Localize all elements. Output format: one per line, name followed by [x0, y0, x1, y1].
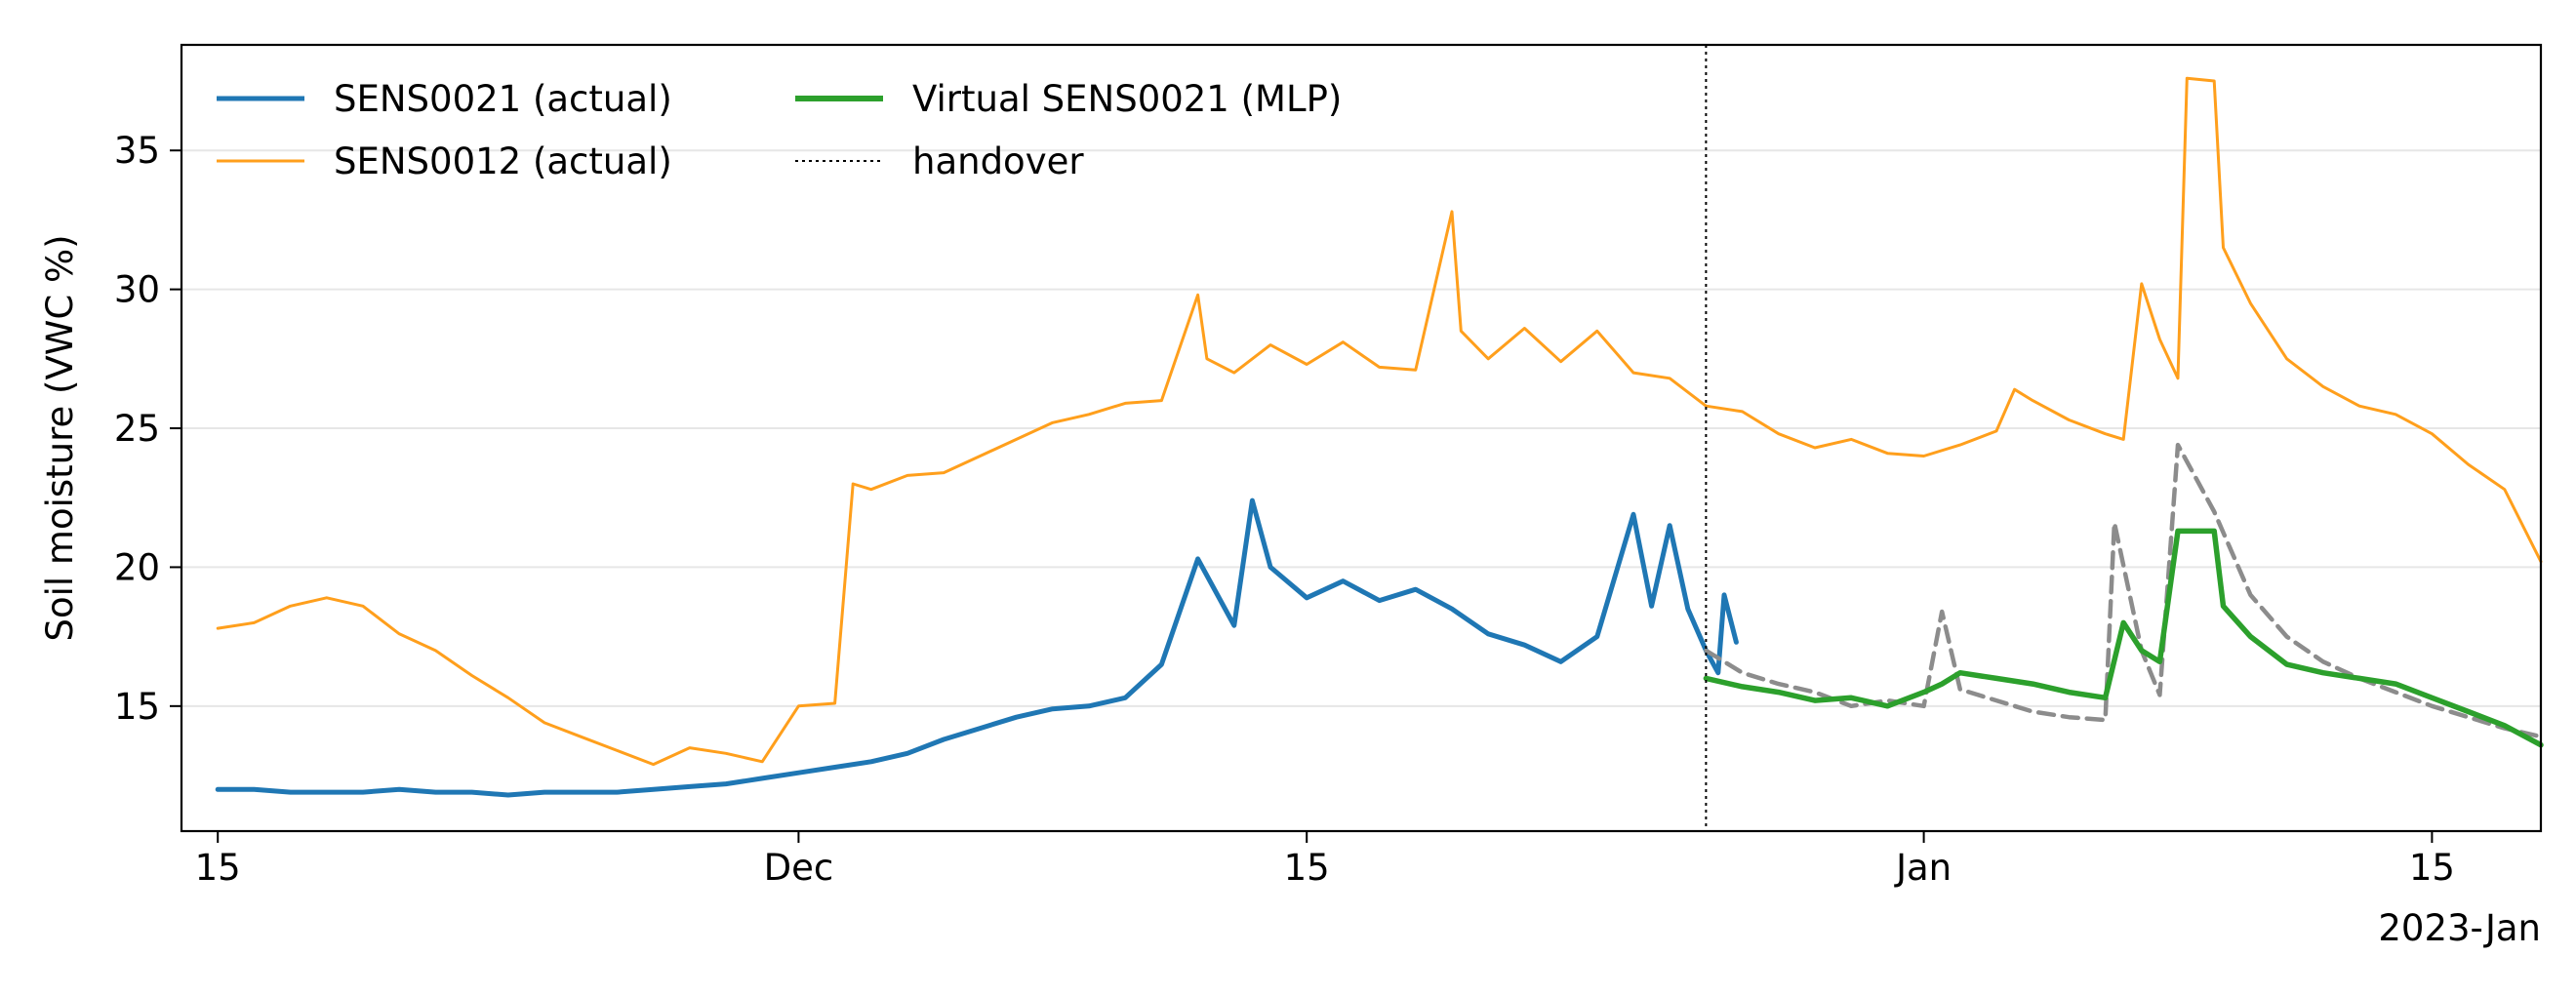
series-line-sens0012: [216, 76, 2543, 767]
x-axis-offset-label: 2023-Jan: [2378, 907, 2541, 949]
series-line-virtual: [1703, 528, 2544, 748]
legend-label-virtual: Virtual SENS0021 (MLP): [912, 78, 1342, 120]
x-tick-label-1: Dec: [764, 847, 834, 889]
x-tick-label-4: 15: [2409, 847, 2455, 889]
legend: SENS0021 (actual) SENS0012 (actual) Virt…: [217, 78, 1342, 182]
y-tick-label-3: 30: [114, 269, 160, 311]
y-axis-label: Soil moisture (VWC %): [39, 234, 81, 641]
y-axis-ticks: 15 20 25 30 35: [114, 130, 181, 728]
grid-lines: [181, 149, 2541, 707]
plot-frame: [180, 43, 2543, 833]
legend-label-handover: handover: [912, 140, 1084, 182]
x-tick-label-2: 15: [1284, 847, 1330, 889]
y-tick-label-4: 35: [114, 130, 160, 172]
y-tick-label-0: 15: [114, 686, 160, 728]
series-line-sens0021: [215, 498, 1739, 798]
x-tick-label-3: Jan: [1894, 847, 1952, 889]
x-tick-label-0: 15: [195, 847, 241, 889]
legend-label-sens0012: SENS0012 (actual): [334, 140, 672, 182]
x-axis-ticks: 15 Dec 15 Jan 15: [195, 831, 2455, 889]
series-lines: [215, 76, 2544, 798]
y-tick-label-2: 25: [114, 408, 160, 450]
legend-label-sens0021: SENS0021 (actual): [334, 78, 672, 120]
y-tick-label-1: 20: [114, 546, 160, 588]
series-line-gray-dashed: [1704, 442, 2544, 739]
